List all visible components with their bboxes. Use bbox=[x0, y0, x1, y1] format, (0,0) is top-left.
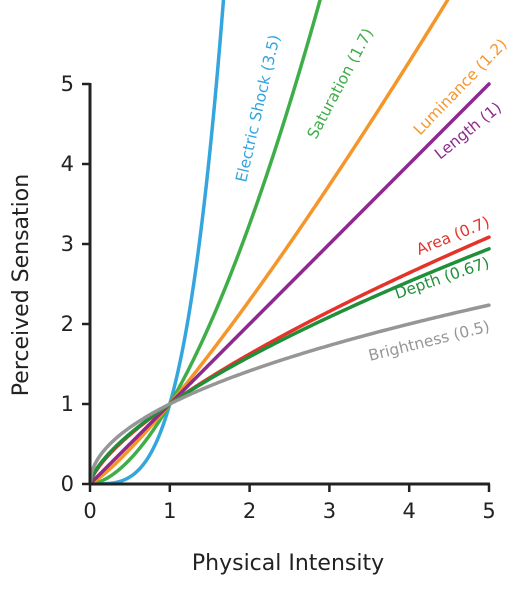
axes-group: 0 1 2 3 4 5 0 1 2 3 4 5 bbox=[61, 72, 496, 523]
y-tick-label: 4 bbox=[61, 152, 74, 176]
series-label-1: Saturation (1.7) bbox=[304, 25, 377, 142]
y-tick-label: 1 bbox=[61, 392, 74, 416]
series-line-5 bbox=[90, 247, 491, 484]
series-line-0 bbox=[90, 0, 226, 484]
series-line-3 bbox=[90, 82, 491, 484]
y-tick-label: 2 bbox=[61, 312, 74, 336]
series-label-5: Depth (0.67) bbox=[392, 254, 491, 303]
series-label-0: Electric Shock (3.5) bbox=[232, 33, 283, 184]
x-tick-label: 2 bbox=[243, 499, 256, 523]
y-tick-label: 3 bbox=[61, 232, 74, 256]
series-label-6: Brightness (0.5) bbox=[367, 317, 492, 365]
y-axis-title: Perceived Sensation bbox=[9, 174, 34, 396]
series-line-1 bbox=[90, 0, 322, 484]
y-tick-label: 0 bbox=[61, 472, 74, 496]
x-tick-label: 0 bbox=[83, 499, 96, 523]
series-labels-group: Electric Shock (3.5) Saturation (1.7) Lumi… bbox=[232, 25, 510, 365]
series-label-2: Luminance (1.2) bbox=[410, 35, 511, 138]
x-tick-label: 4 bbox=[403, 499, 416, 523]
x-tick-label: 5 bbox=[482, 499, 495, 523]
curves-group bbox=[90, 0, 491, 484]
x-tick-label: 3 bbox=[323, 499, 336, 523]
y-tick-label: 5 bbox=[61, 72, 74, 96]
x-tick-label: 1 bbox=[163, 499, 176, 523]
x-axis-title: Physical Intensity bbox=[192, 551, 384, 576]
series-line-6 bbox=[90, 303, 491, 484]
